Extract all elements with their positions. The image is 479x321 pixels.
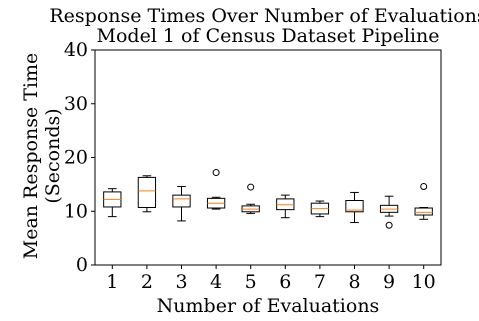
box-iqr	[137, 176, 157, 208]
box-5	[241, 183, 260, 214]
outlier-point	[385, 221, 393, 229]
box-3	[172, 186, 191, 222]
x-tick-label: 5	[245, 271, 257, 293]
box-iqr	[276, 198, 295, 211]
box-iqr	[172, 194, 191, 208]
y-tick-label: 0	[76, 254, 88, 276]
x-tick-label: 6	[279, 271, 291, 293]
y-axis: 0 10 20 30 40	[64, 39, 95, 276]
y-tick-label: 30	[64, 93, 88, 115]
y-axis-label-line1: Mean Response Time	[20, 53, 42, 260]
x-tick-label: 3	[175, 271, 187, 293]
box-8	[345, 191, 364, 224]
chart-title: Response Times Over Number of Evaluation…	[49, 5, 479, 27]
box-iqr	[414, 207, 433, 216]
y-axis-label-line2: (Seconds)	[42, 108, 64, 203]
plot-frame	[94, 49, 442, 266]
y-tick-label: 10	[64, 200, 88, 222]
x-tick-label: 9	[383, 271, 395, 293]
box-series	[103, 169, 433, 229]
y-axis-label: Mean Response Time (Seconds)	[20, 53, 64, 260]
box-4	[206, 169, 226, 210]
outlier-point	[420, 183, 428, 191]
x-tick-label: 7	[314, 271, 326, 293]
x-axis-label: Number of Evaluations	[157, 295, 380, 317]
chart-subtitle: Model 1 of Census Dataset Pipeline	[97, 25, 440, 47]
y-tick-label: 40	[64, 39, 88, 61]
box-6	[276, 194, 295, 219]
x-tick-label: 4	[210, 271, 222, 293]
x-tick-label: 10	[412, 271, 436, 293]
x-axis: 1 2 3 4 5 6 7 8 9 10	[106, 265, 436, 293]
x-tick-label: 1	[106, 271, 118, 293]
box-1	[103, 188, 122, 218]
outlier-point	[247, 183, 255, 191]
outlier-point	[212, 169, 220, 177]
box-7	[310, 200, 330, 218]
plot-area: 0 10 20 30 40 1 2 3 4 5 6 7 8 9 10	[64, 39, 442, 293]
y-tick-label: 20	[64, 147, 88, 169]
x-tick-label: 2	[141, 271, 153, 293]
box-10	[414, 183, 433, 220]
x-tick-label: 8	[348, 271, 360, 293]
box-2	[137, 175, 157, 213]
box-9	[379, 195, 399, 229]
box-iqr	[345, 200, 364, 213]
